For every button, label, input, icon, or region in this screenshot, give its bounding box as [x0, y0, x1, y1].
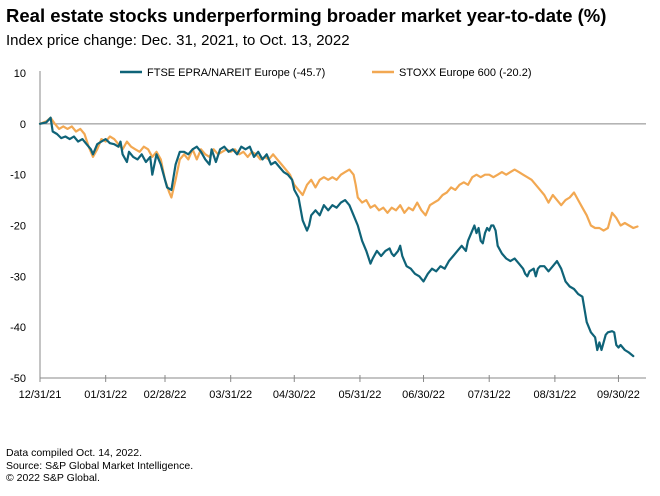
x-tick-label: 12/31/21	[19, 389, 62, 401]
footer: Data compiled Oct. 14, 2022. Source: S&P…	[6, 447, 193, 485]
x-tick-label: 05/31/22	[339, 389, 382, 401]
axes: 10 0 -10 -20 -30 -40 -50 12/31/21 01/31/22 02/28/…	[10, 68, 646, 401]
legend-item: FTSE EPRA/NAREIT Europe (-45.7)	[120, 67, 325, 79]
y-tick-label: -50	[10, 373, 26, 385]
x-tick-label: 08/31/22	[533, 389, 576, 401]
legend-label: FTSE EPRA/NAREIT Europe (-45.7)	[147, 67, 325, 79]
y-tick-label: -20	[10, 221, 26, 233]
x-tick-label: 04/30/22	[273, 389, 316, 401]
chart-subtitle: Index price change: Dec. 31, 2021, to Oc…	[6, 32, 350, 49]
x-tick-label: 09/30/22	[597, 389, 640, 401]
y-axis: 10 0 -10 -20 -30 -40 -50	[10, 68, 41, 385]
y-tick-label: 0	[20, 119, 26, 131]
x-tick-label: 03/31/22	[209, 389, 252, 401]
x-axis: 12/31/21 01/31/22 02/28/22 03/31/22 04/30/22…	[19, 123, 646, 401]
series-line-ftse-epra-nareit	[38, 116, 635, 358]
legend-label: STOXX Europe 600 (-20.2)	[399, 67, 531, 79]
footer-copyright: © 2022 S&P Global.	[6, 472, 100, 485]
legend-item: STOXX Europe 600 (-20.2)	[372, 67, 531, 79]
y-tick-label: 10	[14, 68, 26, 80]
legend: FTSE EPRA/NAREIT Europe (-45.7) STOXX Eur…	[120, 67, 531, 79]
x-tick-label: 02/28/22	[144, 389, 187, 401]
x-tick-label: 06/30/22	[402, 389, 445, 401]
footer-source: Source: S&P Global Market Intelligence.	[6, 459, 194, 472]
x-tick-label: 01/31/22	[84, 389, 127, 401]
y-tick-label: -30	[10, 271, 26, 283]
x-tick-label: 07/31/22	[468, 389, 511, 401]
footer-data-note: Data compiled Oct. 14, 2022.	[6, 447, 142, 459]
y-tick-label: -40	[10, 322, 26, 334]
series-layer	[38, 116, 639, 358]
y-tick-label: -10	[10, 170, 26, 182]
chart-title: Real estate stocks underperforming broad…	[6, 5, 607, 26]
series-line-stoxx-europe-600	[38, 116, 639, 232]
